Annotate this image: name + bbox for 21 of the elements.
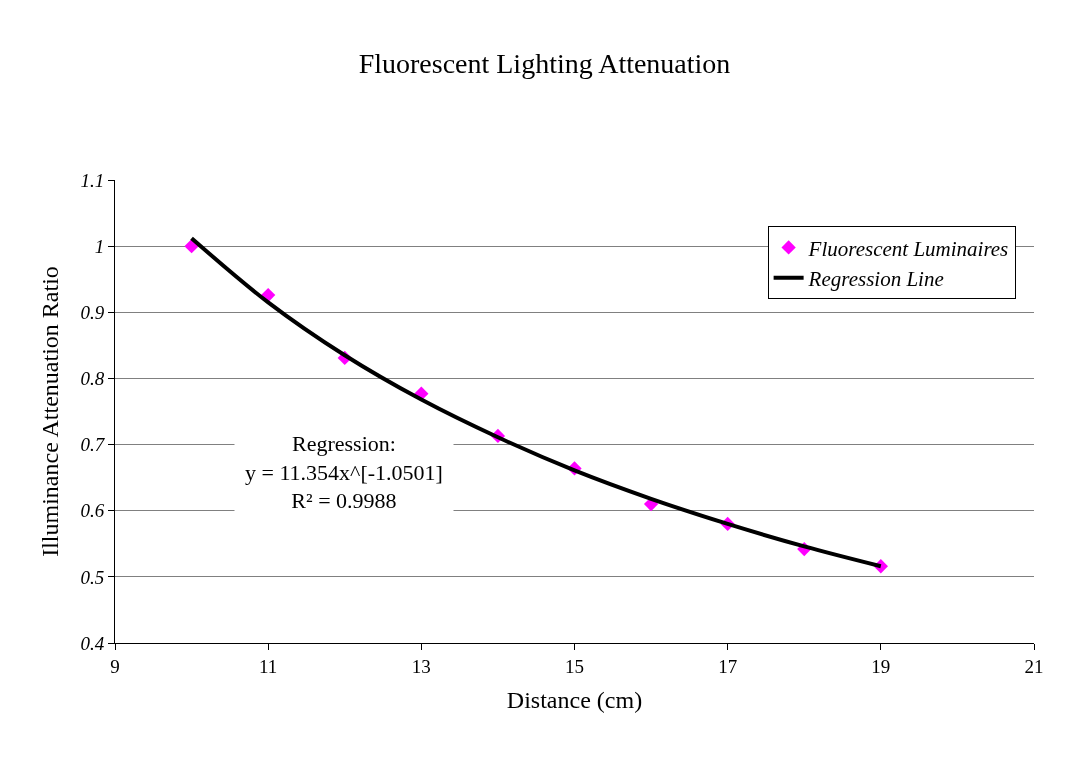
chart-title: Fluorescent Lighting Attenuation: [358, 47, 731, 79]
y-tick-label: 0.5: [80, 566, 105, 588]
y-tick-label: 0.9: [80, 301, 105, 323]
legend-label: Fluorescent Luminaires: [807, 236, 1009, 261]
annotation: Regression: y = 11.354x^[-1.0501] R² = 0.9988: [245, 431, 443, 514]
y-tick-label: 1: [94, 235, 105, 257]
y-tick-label: 0.4: [80, 632, 105, 654]
x-tick-label: 19: [871, 655, 891, 677]
x-axis-title: Distance (cm): [506, 687, 643, 714]
x-tick-label: 13: [411, 655, 431, 677]
y-tick-label: 1.1: [80, 169, 105, 191]
y-tick-label: 0.7: [80, 434, 106, 456]
y-axis-title: Illuminance Attenuation Ratio: [36, 266, 63, 557]
x-tick-label: 15: [565, 655, 584, 677]
y-tick-label: 0.8: [80, 368, 105, 390]
y-tick-label: 0.6: [80, 500, 105, 522]
legend-label: Regression Line: [807, 266, 944, 291]
x-tick-label: 9: [110, 655, 120, 677]
x-tick-label: 21: [1024, 655, 1044, 677]
x-tick-label: 17: [718, 655, 738, 677]
x-tick-label: 11: [259, 655, 278, 677]
